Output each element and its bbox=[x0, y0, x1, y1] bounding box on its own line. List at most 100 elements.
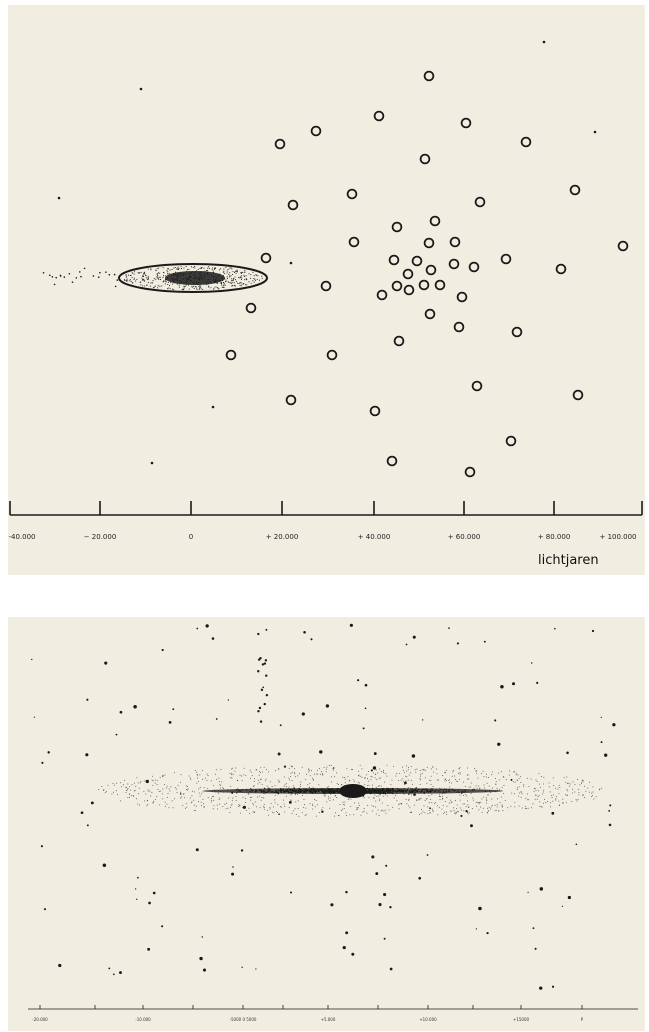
field-star bbox=[389, 905, 392, 909]
unit-label: lichtjaren bbox=[538, 553, 599, 568]
field-star bbox=[411, 754, 416, 758]
field-star bbox=[152, 891, 156, 895]
disk-star bbox=[261, 275, 263, 277]
disk-star bbox=[340, 810, 342, 812]
disk-star bbox=[294, 773, 296, 775]
disk-star bbox=[128, 796, 130, 798]
disk-star bbox=[353, 781, 355, 783]
cluster-ring bbox=[285, 394, 297, 406]
disk-star bbox=[250, 771, 252, 773]
field-star bbox=[265, 628, 268, 631]
disk-star bbox=[481, 811, 483, 813]
disk-star bbox=[470, 792, 472, 794]
field-star bbox=[575, 843, 578, 846]
disk-star bbox=[176, 267, 178, 269]
disk-star bbox=[566, 776, 568, 778]
disk-star bbox=[517, 774, 519, 776]
halo-dot bbox=[113, 273, 116, 276]
cluster-ring bbox=[555, 263, 567, 275]
disk-star bbox=[421, 808, 423, 810]
disk-star bbox=[415, 771, 417, 773]
disk-star bbox=[375, 769, 377, 771]
disk-star bbox=[409, 807, 411, 809]
disk-star bbox=[143, 279, 145, 281]
field-star bbox=[310, 638, 313, 641]
disk-star bbox=[552, 777, 554, 779]
disk-star bbox=[527, 793, 529, 795]
disk-star bbox=[187, 785, 189, 787]
cluster-ring bbox=[320, 280, 332, 292]
field-star bbox=[172, 708, 175, 711]
disk-star bbox=[348, 779, 350, 781]
disk-star bbox=[191, 802, 193, 804]
disk-star bbox=[541, 806, 543, 808]
disk-star bbox=[478, 785, 480, 787]
disk-star bbox=[211, 797, 213, 799]
disk-star bbox=[243, 271, 245, 273]
disk-star bbox=[201, 266, 203, 269]
disk-star bbox=[470, 782, 472, 784]
disk-star bbox=[461, 809, 463, 811]
disk-star bbox=[197, 777, 199, 779]
disk-star bbox=[143, 800, 145, 802]
disk-star bbox=[592, 791, 594, 793]
disk-star bbox=[322, 772, 324, 774]
disk-star bbox=[260, 767, 262, 769]
disk-star bbox=[316, 773, 318, 775]
disk-star bbox=[539, 786, 541, 788]
disk-star bbox=[495, 778, 497, 780]
disk-star bbox=[167, 283, 169, 285]
disk-star bbox=[459, 794, 461, 796]
disk-star bbox=[207, 270, 209, 272]
disk-star bbox=[402, 769, 404, 771]
disk-star bbox=[488, 807, 490, 809]
disk-star bbox=[163, 271, 165, 273]
cluster-ring bbox=[393, 335, 405, 347]
disk-star bbox=[252, 802, 254, 804]
disk-star bbox=[232, 284, 234, 286]
disk-star bbox=[456, 808, 458, 810]
disk-star bbox=[274, 802, 276, 804]
disk-star bbox=[145, 277, 147, 279]
disk-star bbox=[530, 807, 532, 809]
cluster-ring bbox=[402, 268, 414, 280]
field-star bbox=[180, 793, 182, 795]
disk-star bbox=[255, 806, 257, 808]
disk-star bbox=[305, 807, 307, 809]
disk-star bbox=[583, 785, 585, 787]
disk-star bbox=[475, 785, 477, 787]
disk-star bbox=[312, 808, 314, 810]
field-star bbox=[260, 688, 264, 692]
disk-star bbox=[154, 782, 156, 784]
halo-dot bbox=[59, 274, 62, 277]
halo-dot bbox=[99, 271, 101, 274]
disk-star bbox=[559, 804, 561, 806]
disk-star bbox=[384, 773, 386, 775]
disk-star bbox=[393, 797, 395, 799]
disk-star bbox=[371, 805, 373, 807]
disk-star bbox=[468, 806, 470, 808]
field-star bbox=[289, 891, 293, 894]
disk-star bbox=[230, 804, 232, 806]
disk-star bbox=[234, 285, 236, 287]
field-star bbox=[600, 716, 602, 719]
disk-star bbox=[398, 804, 400, 806]
disk-star bbox=[373, 805, 375, 807]
disk-star bbox=[297, 808, 299, 810]
disk-star bbox=[341, 784, 343, 786]
disk-star bbox=[363, 810, 365, 812]
disk-star bbox=[285, 795, 287, 797]
disk-star bbox=[452, 769, 454, 771]
disk-star bbox=[441, 795, 443, 797]
disk-star bbox=[516, 787, 518, 789]
field-star bbox=[429, 807, 431, 810]
disk-star bbox=[133, 782, 135, 784]
disk-star bbox=[496, 806, 498, 808]
disk-star bbox=[454, 800, 456, 802]
disk-star bbox=[157, 788, 159, 790]
disk-star bbox=[491, 787, 493, 789]
disk-star bbox=[318, 812, 320, 814]
disk-star bbox=[207, 267, 209, 269]
field-star bbox=[303, 630, 306, 634]
disk-star bbox=[222, 285, 224, 287]
